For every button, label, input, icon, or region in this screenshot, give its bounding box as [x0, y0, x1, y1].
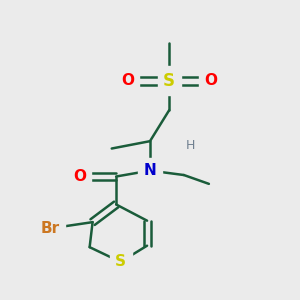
Text: O: O: [205, 73, 218, 88]
Text: O: O: [73, 169, 86, 184]
Text: O: O: [121, 73, 134, 88]
Text: Br: Br: [40, 220, 59, 236]
Text: H: H: [185, 139, 195, 152]
Text: N: N: [144, 163, 156, 178]
Text: S: S: [163, 72, 175, 90]
Text: S: S: [115, 254, 126, 269]
